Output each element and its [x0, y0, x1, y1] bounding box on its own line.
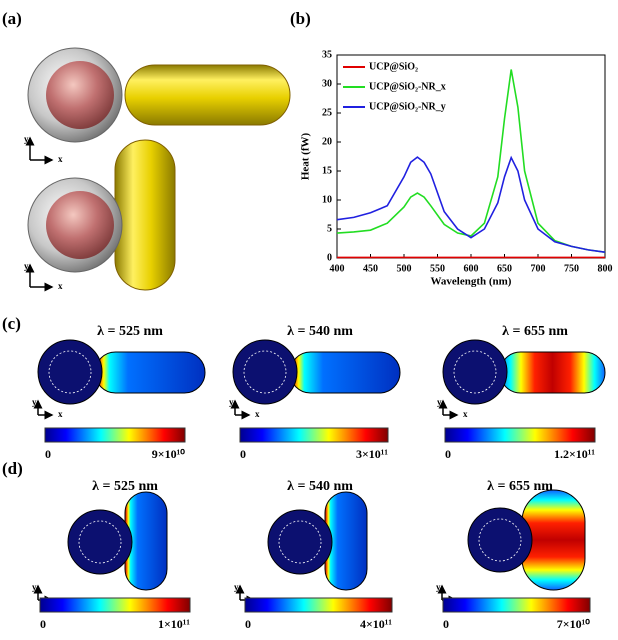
y-tick-label: 35	[322, 49, 332, 60]
axis-label: y	[234, 582, 239, 592]
axis-label: x	[255, 409, 260, 419]
colorbar-min: 0	[445, 447, 451, 461]
axis-label: y	[229, 397, 234, 407]
core	[46, 61, 114, 129]
colorbar-max: 3×10¹¹	[356, 447, 388, 461]
axis-label: y	[437, 397, 442, 407]
axis-label: y	[32, 582, 37, 592]
field-rod	[95, 352, 205, 393]
legend-label: UCP@SiO₂-NR_x	[369, 81, 446, 92]
panel-label: (c)	[2, 314, 21, 333]
panel-label: (d)	[2, 459, 23, 478]
panel-label: (b)	[290, 9, 311, 28]
field-rod	[500, 352, 605, 393]
axis-label: x	[463, 409, 468, 419]
panel-label: (a)	[2, 9, 22, 28]
nanorod	[125, 65, 290, 125]
x-tick-label: 800	[598, 263, 613, 274]
x-tick-label: 550	[430, 263, 445, 274]
core	[46, 191, 114, 259]
y-tick-label: 20	[322, 136, 332, 147]
nanorod	[115, 140, 175, 290]
legend-label: UCP@SiO₂	[369, 61, 418, 72]
lambda-label: λ = 525 nm	[97, 324, 163, 339]
x-tick-label: 700	[531, 263, 546, 274]
colorbar-min: 0	[245, 617, 251, 631]
x-tick-label: 650	[497, 263, 512, 274]
y-tick-label: 15	[322, 165, 332, 176]
x-tick-label: 600	[464, 263, 479, 274]
field-particle	[68, 510, 132, 574]
series-line	[337, 70, 605, 253]
axis-label: x	[58, 154, 63, 164]
axis-label: y	[436, 582, 441, 592]
y-tick-label: 30	[322, 78, 332, 89]
field-particle	[233, 340, 297, 404]
y-tick-label: 0	[327, 252, 332, 263]
colorbar	[245, 598, 392, 612]
figure: (a)(b)(c)(d)yxyx400450500550600650700750…	[0, 0, 618, 640]
axis-label: x	[58, 409, 63, 419]
colorbar	[45, 428, 185, 442]
colorbar	[443, 598, 590, 612]
field-rod	[290, 352, 400, 393]
colorbar-max: 7×10¹⁰	[557, 617, 590, 631]
x-axis-label: Wavelength (nm)	[431, 276, 512, 288]
x-tick-label: 750	[564, 263, 579, 274]
y-tick-label: 25	[322, 107, 332, 118]
axis-label: y	[24, 134, 29, 144]
axis-label: x	[58, 281, 63, 291]
x-tick-label: 400	[330, 263, 345, 274]
axis-label: y	[32, 397, 37, 407]
colorbar	[40, 598, 190, 612]
field-particle	[38, 340, 102, 404]
x-tick-label: 500	[397, 263, 412, 274]
panel-a	[28, 48, 290, 290]
colorbar-max: 1×10¹¹	[158, 617, 190, 631]
y-axis-label: Heat (fW)	[300, 132, 312, 180]
page: (a)(b)(c)(d)yxyx400450500550600650700750…	[0, 0, 618, 640]
field-particle	[468, 508, 532, 572]
field-particle	[443, 340, 507, 404]
colorbar	[240, 428, 388, 442]
series-line	[337, 157, 605, 252]
y-tick-label: 5	[327, 223, 332, 234]
field-particle	[268, 510, 332, 574]
colorbar-min: 0	[45, 447, 51, 461]
legend-label: UCP@SiO₂-NR_y	[369, 101, 446, 112]
colorbar-min: 0	[40, 617, 46, 631]
lambda-label: λ = 655 nm	[502, 324, 568, 339]
colorbar-max: 9×10¹⁰	[152, 447, 185, 461]
colorbar-max: 1.2×10¹¹	[554, 447, 595, 461]
colorbar-min: 0	[443, 617, 449, 631]
colorbar	[445, 428, 595, 442]
axis-label: y	[24, 261, 29, 271]
y-tick-label: 10	[322, 194, 332, 205]
colorbar-max: 4×10¹¹	[360, 617, 392, 631]
x-tick-label: 450	[363, 263, 378, 274]
colorbar-min: 0	[240, 447, 246, 461]
lambda-label: λ = 540 nm	[287, 324, 353, 339]
